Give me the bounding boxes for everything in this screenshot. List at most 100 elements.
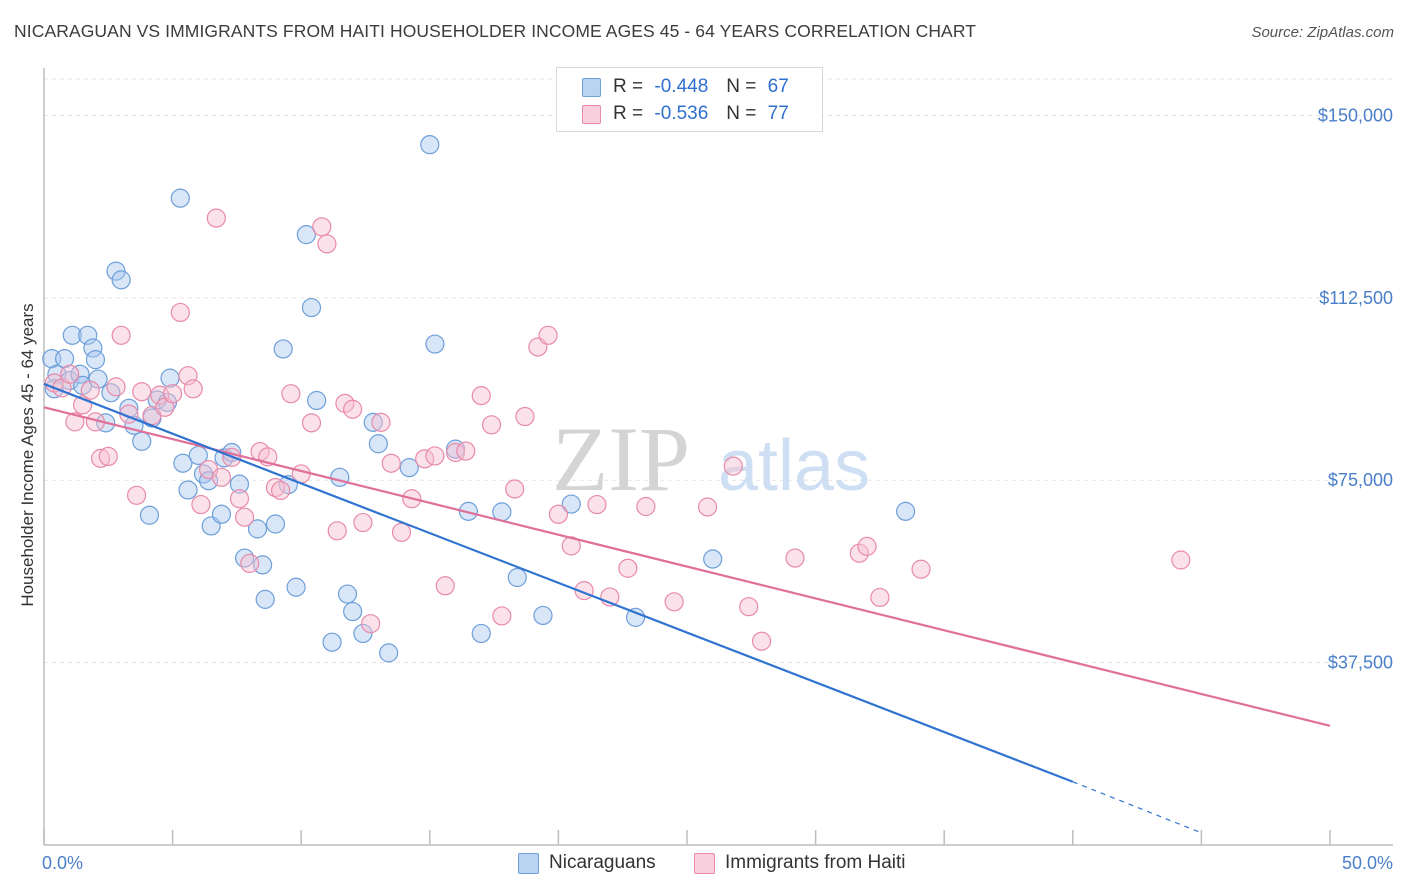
data-point-haiti: [425, 446, 445, 466]
r-label: R =: [613, 103, 644, 124]
data-point-nicaraguans: [296, 225, 316, 245]
r-value: -0.536: [654, 103, 709, 124]
data-point-haiti: [343, 399, 363, 419]
correlation-legend: R = -0.448 N = 67 R = -0.536 N = 77: [556, 67, 823, 132]
data-point-nicaraguans: [85, 350, 106, 370]
data-point-nicaraguans: [363, 412, 383, 432]
data-point-haiti: [456, 441, 476, 461]
data-point-nicaraguans: [160, 368, 180, 388]
y-tick-label: $150,000: [1318, 105, 1393, 125]
data-point-haiti: [618, 558, 638, 578]
data-point-haiti: [1171, 550, 1191, 570]
data-point-nicaraguans: [507, 567, 527, 588]
data-point-nicaraguans: [132, 431, 152, 451]
data-point-nicaraguans: [78, 325, 98, 345]
data-point-nicaraguans: [170, 188, 190, 208]
data-point-nicaraguans: [330, 467, 350, 487]
data-point-nicaraguans: [420, 135, 440, 155]
data-point-haiti: [371, 412, 391, 432]
data-point-nicaraguans: [353, 623, 373, 644]
data-point-haiti: [235, 507, 255, 527]
data-point-nicaraguans: [247, 519, 268, 539]
data-point-nicaraguans: [322, 632, 342, 652]
data-point-nicaraguans: [625, 607, 646, 627]
data-point-nicaraguans: [173, 453, 193, 473]
trend-line-nicaraguans: [43, 382, 1074, 783]
data-point-haiti: [538, 325, 558, 345]
data-point-haiti: [271, 480, 291, 501]
data-point-nicaraguans: [471, 623, 491, 644]
data-point-nicaraguans: [561, 494, 581, 514]
r-value: -0.448: [654, 76, 709, 97]
data-point-haiti: [751, 631, 772, 651]
data-point-haiti: [636, 496, 656, 517]
data-point-haiti: [265, 477, 286, 498]
data-point-haiti: [317, 234, 337, 254]
trend-line-haiti: [43, 406, 1331, 727]
legend-row-nicaraguans: R = -0.448 N = 67: [557, 74, 789, 100]
tick-labels: $37,500 $75,000 $112,500 $150,000 0.0% 50.0%: [42, 105, 1393, 873]
data-point-haiti: [90, 448, 111, 468]
data-point-haiti: [191, 494, 211, 515]
n-value: 77: [767, 103, 789, 124]
data-point-haiti: [312, 217, 332, 237]
data-point-haiti: [211, 467, 232, 487]
data-point-haiti: [281, 384, 301, 404]
data-point-haiti: [849, 543, 869, 563]
data-point-haiti: [548, 504, 569, 524]
watermark-zip: ZIP: [552, 408, 690, 510]
data-point-nicaraguans: [88, 369, 108, 389]
data-point-nicaraguans: [60, 370, 80, 391]
data-point-nicaraguans: [235, 548, 255, 568]
data-point-haiti: [183, 379, 203, 399]
data-point-haiti: [445, 442, 466, 463]
data-point-haiti: [98, 446, 118, 467]
legend-label-haiti: Immigrants from Haiti: [725, 852, 906, 873]
data-point-nicaraguans: [70, 364, 90, 384]
data-point-haiti: [132, 382, 152, 402]
x-tick-label: 0.0%: [42, 853, 83, 873]
data-point-nicaraguans: [301, 297, 322, 318]
data-point-nicaraguans: [255, 589, 275, 609]
data-point-haiti: [911, 559, 931, 579]
y-axis-label: Householder Income Ages 45 - 64 years: [18, 303, 37, 606]
data-point-haiti: [229, 489, 250, 509]
data-point-nicaraguans: [229, 474, 250, 494]
y-tick-label: $75,000: [1328, 470, 1393, 490]
data-point-nicaraguans: [54, 349, 75, 369]
data-point-haiti: [65, 412, 85, 432]
data-point-haiti: [870, 587, 890, 608]
data-point-haiti: [587, 494, 607, 515]
data-point-nicaraguans: [62, 325, 82, 345]
data-point-nicaraguans: [307, 390, 327, 411]
legend-row-haiti: R = -0.536 N = 77: [557, 101, 789, 127]
pink-swatch: [694, 852, 715, 874]
trend-lines: [43, 382, 1331, 834]
data-point-nicaraguans: [896, 501, 916, 521]
data-point-haiti: [335, 393, 355, 413]
data-point-haiti: [739, 597, 759, 617]
legend-item-nicaraguans: Nicaraguans: [518, 852, 656, 874]
data-point-nicaraguans: [139, 505, 160, 525]
data-point-nicaraguans: [425, 334, 445, 354]
n-label: N =: [726, 76, 757, 97]
data-point-haiti: [327, 521, 347, 541]
data-point-haiti: [106, 377, 126, 397]
trend-line-nicaraguans-extension: [1072, 781, 1202, 834]
data-point-haiti: [111, 325, 131, 345]
data-point-nicaraguans: [368, 434, 388, 454]
data-point-nicaraguans: [399, 457, 419, 478]
n-value: 67: [767, 76, 789, 97]
y-tick-label: $37,500: [1328, 653, 1393, 673]
blue-swatch: [518, 852, 539, 874]
data-point-nicaraguans: [533, 605, 553, 626]
x-tick-label: 50.0%: [1342, 853, 1393, 873]
data-point-nicaraguans: [211, 504, 232, 524]
data-point-haiti: [492, 606, 512, 626]
data-point-nicaraguans: [703, 549, 723, 569]
data-point-haiti: [857, 536, 877, 556]
data-point-haiti: [80, 380, 100, 400]
data-point-haiti: [301, 413, 322, 433]
data-point-haiti: [240, 553, 260, 574]
